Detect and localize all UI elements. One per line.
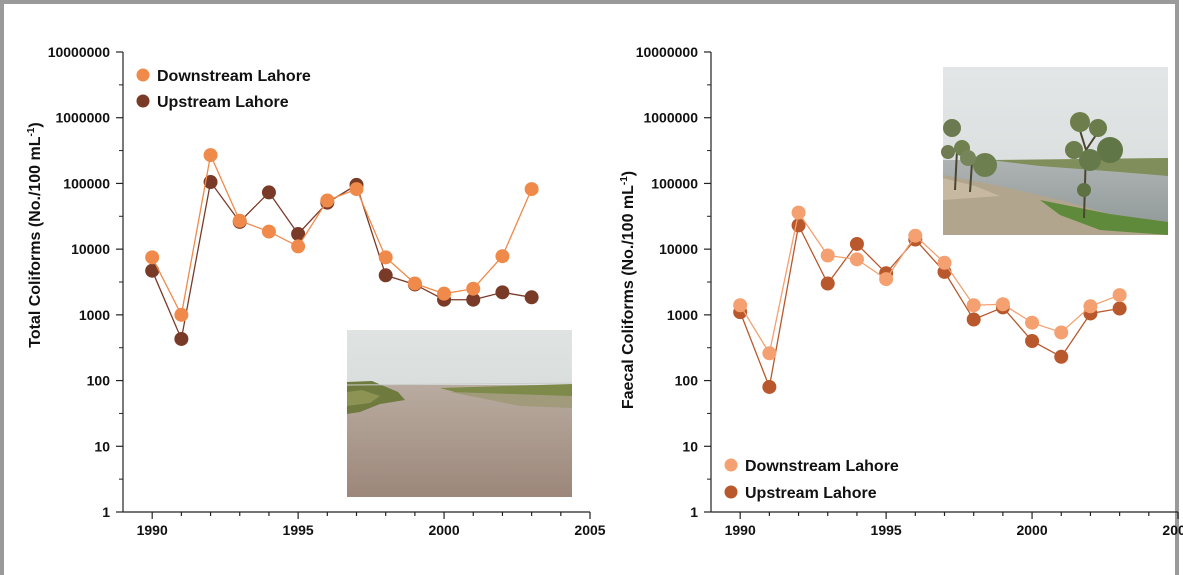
data-point <box>995 297 1010 312</box>
total-axes: 1 10 100 1000 10000 100000 1000000 10000000 1990… <box>26 44 606 538</box>
series-upstream-lahore <box>145 175 539 346</box>
river-photo-right <box>941 67 1168 235</box>
data-point <box>524 290 539 305</box>
data-point <box>203 175 218 190</box>
data-point <box>849 252 864 267</box>
data-point <box>1054 349 1069 364</box>
data-point <box>378 250 393 265</box>
legend-marker <box>724 458 738 472</box>
y-tick-label: 1000 <box>79 307 110 323</box>
data-point <box>145 263 160 278</box>
data-point <box>349 182 364 197</box>
data-point <box>378 268 393 283</box>
y-tick-label: 10000000 <box>636 44 699 60</box>
data-point <box>495 249 510 264</box>
data-point <box>966 298 981 313</box>
legend-label: Downstream Lahore <box>745 458 899 475</box>
y-axis-title-close: ) <box>27 122 44 127</box>
data-point <box>1025 334 1040 349</box>
data-point <box>291 226 306 241</box>
data-point <box>733 298 748 313</box>
legend: Downstream Lahore Upstream Lahore <box>724 458 899 502</box>
data-point <box>908 228 923 243</box>
legend-marker <box>136 68 150 82</box>
data-point <box>1083 299 1098 314</box>
data-point <box>820 248 835 263</box>
data-point <box>762 346 777 361</box>
data-point <box>495 285 510 300</box>
data-point <box>232 213 247 228</box>
y-tick-label: 100000 <box>651 175 698 191</box>
data-point <box>937 255 952 270</box>
data-point <box>291 239 306 254</box>
series-downstream-lahore <box>145 148 539 322</box>
legend: Downstream Lahore Upstream Lahore <box>136 68 311 111</box>
y-tick-label: 1 <box>690 504 698 520</box>
data-point <box>320 193 335 208</box>
data-point <box>1025 315 1040 330</box>
data-point <box>820 276 835 291</box>
river-photo-left <box>346 330 573 497</box>
legend-label: Downstream Lahore <box>157 68 311 85</box>
y-tick-label: 100 <box>87 373 111 389</box>
faecal-axes: 1 10 100 1000 10000 100000 1000000 10000000 1990… <box>619 44 1183 538</box>
y-axis-title-sup: -1 <box>619 176 630 185</box>
y-axis-title-sup: -1 <box>26 127 37 136</box>
data-point <box>966 312 981 327</box>
data-point <box>1112 301 1127 316</box>
data-point <box>437 286 452 301</box>
legend-marker <box>136 94 150 108</box>
data-point <box>174 331 189 346</box>
y-tick-label: 1000000 <box>55 110 110 126</box>
y-tick-label: 1000000 <box>643 110 698 126</box>
legend-label: Upstream Lahore <box>157 94 289 111</box>
y-tick-label: 10000 <box>71 241 110 257</box>
x-tick-label: 2000 <box>1016 522 1047 538</box>
data-point <box>261 224 276 239</box>
data-point <box>849 236 864 251</box>
y-axis-title-main: Total Coliforms (No./100 mL <box>27 136 44 348</box>
total-coliforms-chart: 1 10 100 1000 10000 100000 1000000 10000000 1990… <box>26 44 606 538</box>
data-point <box>466 281 481 296</box>
y-axis-title-main: Faecal Coliforms (No./100 mL <box>620 185 637 409</box>
y-axis-title: Faecal Coliforms (No./100 mL-1) <box>619 171 637 409</box>
y-tick-label: 10 <box>682 438 698 454</box>
data-point <box>407 276 422 291</box>
y-tick-label: 100000 <box>63 175 110 191</box>
legend-marker <box>724 485 738 499</box>
data-point <box>1054 325 1069 340</box>
x-tick-label: 2000 <box>428 522 459 538</box>
legend-label: Upstream Lahore <box>745 485 877 502</box>
data-point <box>879 272 894 287</box>
x-tick-label: 2005 <box>1162 522 1183 538</box>
y-tick-label: 10 <box>94 438 110 454</box>
y-tick-label: 100 <box>675 373 699 389</box>
y-axis-title-close: ) <box>620 171 637 176</box>
data-point <box>203 148 218 163</box>
data-point <box>261 185 276 200</box>
faecal-coliforms-chart: 1 10 100 1000 10000 100000 1000000 10000000 1990… <box>619 44 1183 538</box>
y-tick-label: 10000 <box>659 241 698 257</box>
data-point <box>466 292 481 307</box>
data-point <box>1112 288 1127 303</box>
data-point <box>145 250 160 265</box>
x-tick-label: 1995 <box>871 522 902 538</box>
y-tick-label: 1000 <box>667 307 698 323</box>
x-tick-label: 2005 <box>574 522 605 538</box>
data-point <box>524 182 539 197</box>
x-tick-label: 1990 <box>725 522 756 538</box>
y-tick-label: 1 <box>102 504 110 520</box>
data-point <box>174 307 189 322</box>
y-tick-label: 10000000 <box>48 44 111 60</box>
data-point <box>791 205 806 220</box>
series-line <box>151 180 532 342</box>
y-axis-title: Total Coliforms (No./100 mL-1) <box>26 122 44 348</box>
x-tick-label: 1990 <box>137 522 168 538</box>
series-downstream-lahore <box>733 205 1127 361</box>
x-tick-label: 1995 <box>283 522 314 538</box>
data-point <box>762 379 777 394</box>
